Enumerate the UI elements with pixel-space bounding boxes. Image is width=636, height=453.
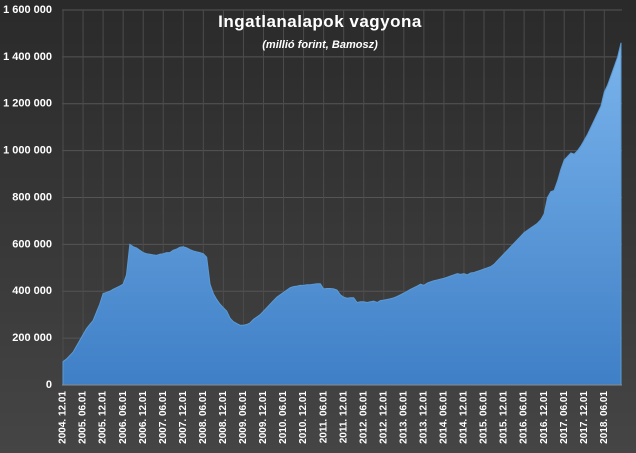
y-tick-label: 1 000 000 bbox=[3, 145, 52, 157]
x-tick-label: 2008. 06.01 bbox=[198, 391, 209, 444]
x-tick-label: 2006. 06.01 bbox=[118, 391, 129, 444]
area-layer bbox=[62, 42, 622, 386]
x-tick-label: 2012. 12.01 bbox=[378, 391, 389, 444]
x-tick-label: 2009. 12.01 bbox=[258, 391, 269, 444]
y-tick-label: 800 000 bbox=[12, 191, 52, 203]
y-tick-label: 0 bbox=[46, 379, 52, 391]
x-tick-label: 2005. 06.01 bbox=[78, 391, 89, 444]
x-tick-label: 2015. 06.01 bbox=[479, 391, 490, 444]
y-tick-label: 1 200 000 bbox=[3, 98, 52, 110]
x-tick-label: 2015. 12.01 bbox=[499, 391, 510, 444]
x-tick-label: 2013. 06.01 bbox=[398, 391, 409, 444]
x-tick-label: 2017. 06.01 bbox=[559, 391, 570, 444]
x-tick-label: 2008. 12.01 bbox=[218, 391, 229, 444]
x-tick-label: 2016. 12.01 bbox=[539, 391, 550, 444]
x-tick-label: 2006. 12.01 bbox=[138, 391, 149, 444]
x-tick-label: 2011. 12.01 bbox=[338, 391, 349, 444]
x-tick-label: 2011. 06.01 bbox=[318, 391, 329, 444]
y-tick-label: 200 000 bbox=[12, 332, 52, 344]
x-tick-label: 2010. 06.01 bbox=[278, 391, 289, 444]
x-tick-label: 2017. 12.01 bbox=[579, 391, 590, 444]
chart-subtitle: (millió forint, Bamosz) bbox=[262, 39, 378, 51]
x-tick-label: 2010. 12.01 bbox=[298, 391, 309, 444]
axes: 0 200 000 400 000 600 000 800 000 1 000 000 1 … bbox=[3, 4, 622, 444]
chart-title: Ingatlanalapok vagyona bbox=[218, 12, 422, 31]
y-tick-label: 600 000 bbox=[12, 238, 52, 250]
x-tick-label: 2014. 12.01 bbox=[459, 391, 470, 444]
y-tick-label: 1 600 000 bbox=[3, 4, 52, 16]
x-tick-label: 2005. 12.01 bbox=[98, 391, 109, 444]
x-tick-label: 2016. 06.01 bbox=[519, 391, 530, 444]
x-tick-label: 2012. 06.01 bbox=[358, 391, 369, 444]
area bbox=[62, 42, 622, 386]
x-tick-label: 2009. 06.01 bbox=[238, 391, 249, 444]
y-tick-label: 1 400 000 bbox=[3, 51, 52, 63]
x-tick-label: 2018. 06.01 bbox=[599, 391, 610, 444]
y-tick-label: 400 000 bbox=[12, 285, 52, 297]
x-tick-label: 2014. 06.01 bbox=[439, 391, 450, 444]
x-tick-label: 2013. 12.01 bbox=[419, 391, 430, 444]
x-tick-label: 2007. 12.01 bbox=[178, 391, 189, 444]
x-tick-label: 2007. 06.01 bbox=[158, 391, 169, 444]
x-tick-label: 2004. 12.01 bbox=[58, 391, 69, 444]
